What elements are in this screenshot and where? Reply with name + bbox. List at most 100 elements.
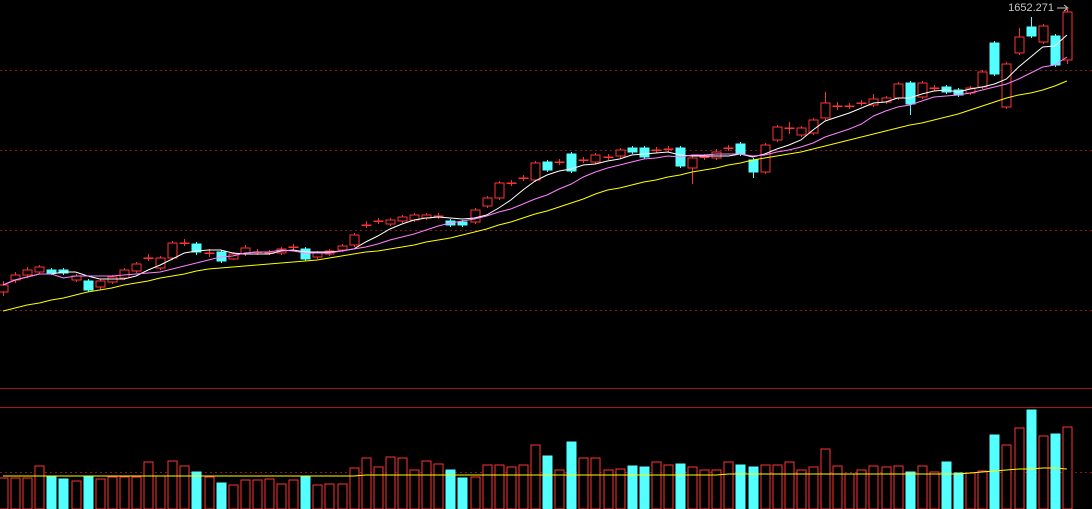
candle-body — [0, 284, 9, 293]
volume-bar — [844, 473, 855, 509]
volume-bar — [1026, 409, 1037, 509]
volume-bar — [627, 465, 638, 509]
candle-body — [482, 197, 493, 207]
volume-bar — [868, 465, 879, 509]
volume-bar — [530, 444, 541, 509]
candle-body — [1014, 36, 1025, 54]
candle-body — [735, 143, 746, 155]
volume-bar — [179, 465, 190, 509]
candle-body — [143, 257, 154, 259]
candle-body — [433, 215, 444, 217]
candle-body — [723, 147, 734, 149]
candle-body — [1026, 26, 1037, 37]
volume-bar — [711, 469, 722, 509]
volume-bar — [445, 469, 456, 509]
candle-body — [542, 161, 553, 171]
volume-bar — [905, 471, 916, 509]
volume-bar — [71, 480, 82, 509]
volume-bar — [760, 464, 771, 509]
volume-bar — [409, 469, 420, 509]
volume-bar — [639, 466, 650, 509]
candle-body — [844, 105, 855, 107]
volume-bar — [421, 460, 432, 509]
volume-bar — [965, 472, 976, 509]
volume-bar — [10, 477, 21, 509]
moving-average-line — [3, 467, 1067, 477]
volume-bar — [590, 457, 601, 509]
candle-body — [1050, 35, 1061, 66]
volume-bar — [784, 461, 795, 509]
volume-bar — [772, 464, 783, 509]
candle-body — [748, 159, 759, 173]
candle-body — [1001, 63, 1012, 108]
candle-body — [518, 177, 529, 179]
volume-bar — [808, 466, 819, 509]
candle-body — [95, 280, 106, 288]
candle-body — [83, 280, 94, 291]
candle-body — [373, 220, 384, 222]
candle-body — [820, 102, 831, 119]
volume-bar — [34, 465, 45, 509]
candle-body — [131, 263, 142, 272]
candle-body — [300, 248, 311, 260]
volume-bar — [22, 477, 33, 509]
volume-bar — [216, 482, 227, 509]
candle-body — [941, 86, 952, 93]
volume-bar — [58, 478, 69, 509]
volume-bar — [953, 472, 964, 509]
volume-bar — [735, 464, 746, 509]
candle-body — [856, 102, 867, 104]
candle-body — [893, 83, 904, 99]
volume-bar — [615, 468, 626, 509]
volume-bar — [361, 457, 372, 509]
volume-bar — [155, 475, 166, 509]
candle-body — [312, 252, 323, 258]
candle-body — [578, 159, 589, 161]
volume-bar — [1001, 444, 1012, 509]
volume-bar — [881, 466, 892, 509]
volume-bar — [240, 479, 251, 509]
volume-bar — [288, 479, 299, 509]
volume-bar — [470, 476, 481, 509]
volume-bar — [191, 471, 202, 509]
volume-bar — [349, 467, 360, 509]
volume-bar — [228, 484, 239, 509]
volume-bar — [46, 475, 57, 509]
candle-body — [349, 234, 360, 246]
candle-body — [699, 156, 710, 158]
volume-bar — [204, 476, 215, 509]
volume-bar — [131, 476, 142, 509]
volume-bar — [95, 478, 106, 509]
candle-body — [191, 243, 202, 253]
candle-body — [288, 246, 299, 248]
candle-body — [796, 127, 807, 136]
volume-bar — [518, 464, 529, 509]
volume-bar — [506, 466, 517, 509]
candle-body — [590, 154, 601, 163]
volume-bar — [457, 477, 468, 509]
volume-bar — [989, 434, 1000, 509]
volume-bar — [578, 457, 589, 509]
candle-body — [34, 266, 45, 273]
candle-body — [494, 182, 505, 199]
candle-body — [204, 252, 215, 254]
candle-body — [361, 224, 372, 226]
volume-bar — [83, 475, 94, 509]
candle-body — [179, 242, 190, 244]
candle-body — [905, 82, 916, 105]
volume-bar — [312, 484, 323, 509]
candle-body — [46, 269, 57, 274]
candle-body — [615, 149, 626, 157]
volume-bar — [687, 466, 698, 509]
candle-body — [603, 156, 614, 158]
candle-body — [554, 161, 565, 163]
volume-bar — [675, 463, 686, 509]
volume-bar — [337, 483, 348, 509]
volume-bar — [385, 456, 396, 509]
candle-body — [385, 219, 396, 225]
candle-body — [687, 157, 698, 169]
volume-bar — [107, 476, 118, 509]
